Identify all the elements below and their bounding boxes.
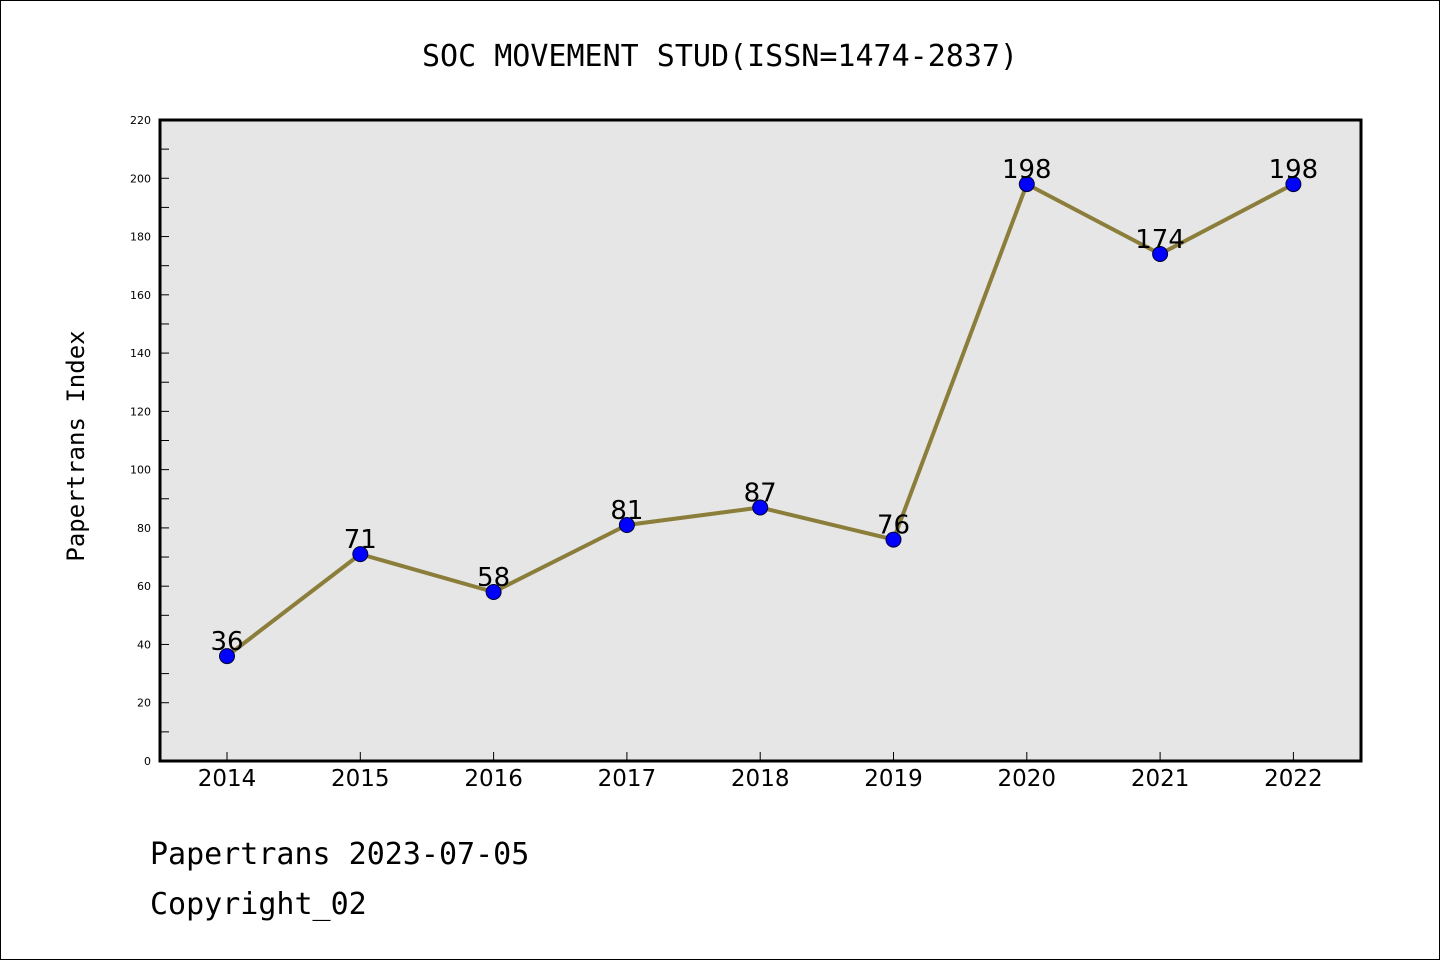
x-tick-label: 2016 [464, 766, 523, 792]
data-point [1152, 246, 1169, 263]
data-label: 71 [344, 525, 377, 555]
y-axis-label: Papertrans Index [62, 330, 90, 561]
y-tick-label: 40 [137, 638, 151, 651]
data-label: 174 [1135, 225, 1185, 255]
y-tick-label: 180 [130, 231, 151, 244]
y-tick-label: 20 [137, 697, 151, 710]
data-point [618, 516, 635, 533]
data-label: 198 [1002, 155, 1052, 185]
y-tick-label: 80 [137, 522, 151, 535]
data-point [1018, 176, 1035, 193]
data-point [485, 584, 502, 601]
x-tick-label: 2017 [598, 766, 657, 792]
x-tick-label: 2014 [198, 766, 257, 792]
y-tick-label: 0 [144, 755, 151, 768]
data-point [885, 531, 902, 548]
y-tick-label: 200 [130, 172, 151, 185]
data-label: 81 [610, 496, 643, 526]
x-tick-label: 2021 [1131, 766, 1190, 792]
y-axis: 0 20 40 60 80 100 120 140 160 180 200 220 [130, 114, 169, 768]
plot-area [158, 118, 1363, 763]
x-tick-label: 2015 [331, 766, 390, 792]
x-tick-label: 2020 [998, 766, 1057, 792]
y-tick-label: 120 [130, 405, 151, 418]
data-label: 36 [210, 627, 243, 657]
data-label: 76 [877, 511, 910, 541]
x-axis: 2014 2015 2016 2017 2018 2019 2020 2021 2022 [198, 752, 1323, 792]
series-layer: 36 71 58 81 87 76 198 174 198 [210, 155, 1319, 665]
x-tick-label: 2018 [731, 766, 790, 792]
y-tick-label: 60 [137, 580, 151, 593]
data-label: 87 [744, 479, 777, 509]
data-point [752, 499, 769, 516]
data-point [1285, 176, 1302, 193]
footer-date: Papertrans 2023-07-05 [150, 837, 529, 872]
data-label: 198 [1269, 155, 1319, 185]
y-tick-label: 220 [130, 114, 151, 127]
data-point [219, 648, 235, 665]
data-label: 58 [477, 563, 510, 593]
x-tick-label: 2019 [864, 766, 923, 792]
x-tick-label: 2022 [1264, 766, 1323, 792]
y-tick-label: 140 [130, 347, 151, 360]
data-point [352, 546, 369, 563]
y-tick-label: 100 [130, 464, 151, 477]
footer-copyright: Copyright_02 [150, 887, 367, 922]
y-tick-label: 160 [130, 289, 151, 302]
chart-title: SOC MOVEMENT STUD(ISSN=1474-2837) [422, 39, 1018, 74]
